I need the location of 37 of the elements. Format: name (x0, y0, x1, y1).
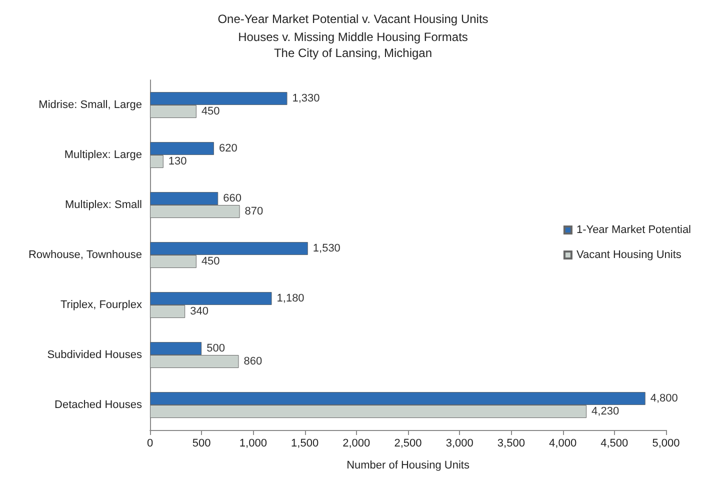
data-label: 450 (201, 256, 220, 268)
data-label: 450 (201, 106, 220, 118)
data-label: 130 (168, 156, 187, 168)
x-tick-label: 3,000 (446, 438, 474, 450)
x-tick-label: 1,000 (239, 438, 267, 450)
data-label: 620 (218, 142, 238, 154)
legend-label: Vacant Housing Units (576, 249, 682, 261)
x-tick-label: 4,000 (549, 438, 577, 450)
data-label: 4,230 (592, 406, 620, 418)
x-tick-label: 2,500 (394, 438, 422, 450)
y-tick-label: Multiplex: Large (64, 149, 142, 161)
data-label: 1,530 (312, 242, 340, 254)
x-tick-label: 5,000 (652, 438, 680, 450)
x-tick-label: 2,000 (342, 438, 370, 450)
x-tick-label: 500 (192, 438, 211, 450)
chart-subtitle: Houses v. Missing Middle Housing Formats The City of Lansing, Michigan (238, 30, 468, 60)
x-tick-label: 0 (146, 438, 154, 450)
legend-label: 1-Year Market Potential (576, 224, 692, 236)
y-tick-label: Triplex, Fourplex (60, 299, 142, 311)
x-tick-label: 4,500 (600, 438, 628, 450)
x-tick-label: 3,500 (497, 438, 525, 450)
y-tick-label: Detached Houses (54, 399, 142, 411)
data-label: 870 (244, 206, 264, 218)
chart-title: One-Year Market Potential v. Vacant Housing Units (218, 12, 488, 26)
data-label: 660 (223, 192, 242, 204)
y-tick-label: Rowhouse, Townhouse (28, 249, 142, 261)
data-label: 1,330 (292, 92, 320, 104)
x-axis-title: Number of Housing Units (346, 460, 470, 472)
data-label: 1,180 (276, 292, 304, 304)
data-label: 500 (206, 342, 225, 354)
data-label: 4,800 (650, 392, 678, 404)
y-tick-label: Midrise: Small, Large (38, 99, 142, 111)
x-tick-label: 1,500 (291, 438, 319, 450)
y-tick-label: Multiplex: Small (64, 199, 142, 211)
data-label: 340 (190, 306, 208, 318)
data-label: 860 (244, 356, 262, 368)
y-tick-label: Subdivided Houses (47, 349, 142, 361)
